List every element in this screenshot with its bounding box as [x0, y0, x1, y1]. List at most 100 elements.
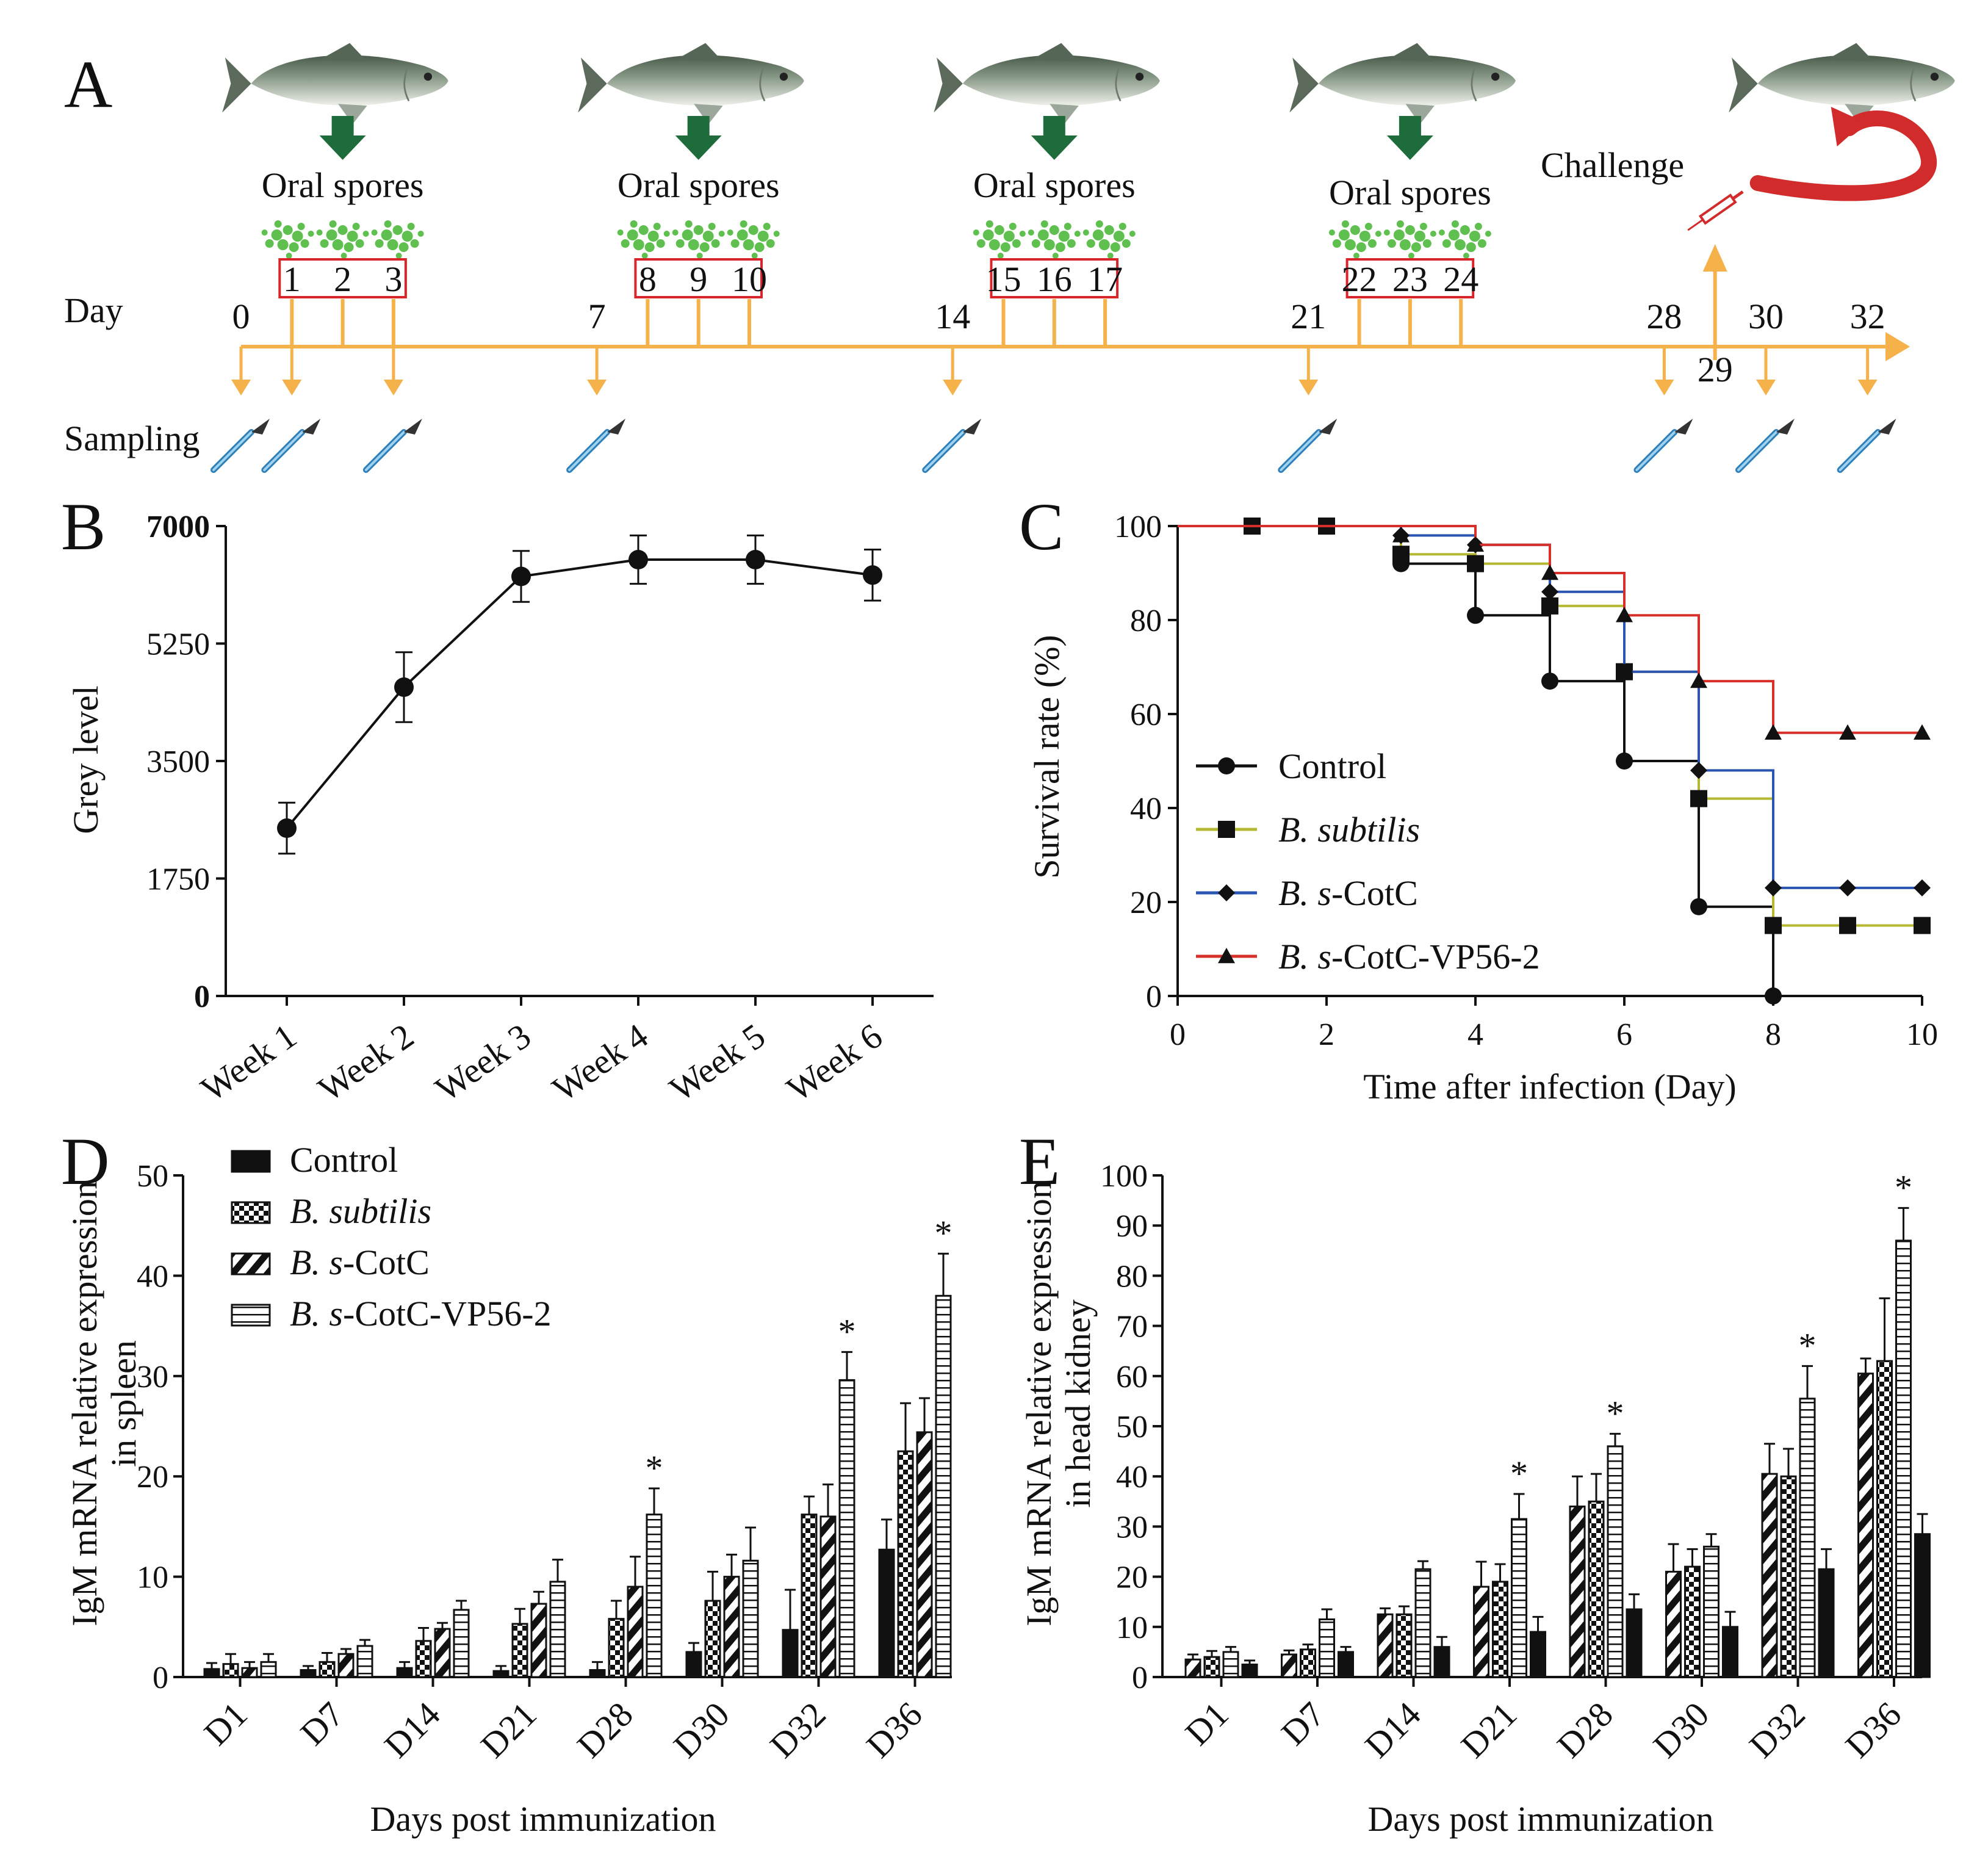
c-legend-marker — [1218, 757, 1235, 774]
e-y-tick-label: 30 — [1116, 1510, 1148, 1545]
oral-days-box — [278, 258, 407, 298]
b-data-point — [511, 566, 531, 586]
c-legend-label: B. subtilis — [1278, 810, 1420, 850]
e-bar — [1722, 1626, 1738, 1678]
e-bar — [1433, 1646, 1450, 1678]
swab-icon — [1281, 419, 1337, 470]
c-y-tick-label: 80 — [1130, 604, 1162, 638]
e-bar — [1703, 1545, 1720, 1678]
fish-icon — [1288, 42, 1517, 125]
c-series-marker — [1914, 724, 1931, 740]
sampling-arrowhead — [1298, 380, 1319, 395]
c-x-tick-label: 8 — [1765, 1017, 1781, 1052]
e-y-tick-label: 0 — [1132, 1661, 1148, 1695]
d-y-tick-label: 20 — [137, 1460, 168, 1495]
spore-icon — [1082, 220, 1136, 259]
grey-level-chart: Grey level 0 1750 3500 5250 7000 Week 1 Week 2… — [66, 510, 934, 1109]
e-bar — [1377, 1613, 1394, 1678]
e-x-tick-label: D32 — [1741, 1694, 1813, 1766]
d-bar — [549, 1581, 566, 1678]
c-series-line — [1178, 525, 1774, 996]
d-y-tick-label: 50 — [137, 1159, 168, 1194]
b-ylabel: Grey level — [66, 685, 106, 834]
d-bar — [916, 1431, 933, 1678]
panel-label-a: A — [64, 47, 112, 121]
oral-spores-label: Oral spores — [1329, 173, 1491, 212]
swab-icon — [214, 419, 270, 470]
e-bar — [1184, 1658, 1201, 1678]
e-xlabel: Days post immunization — [1367, 1799, 1713, 1839]
e-x-tick-label: D21 — [1453, 1694, 1525, 1766]
c-series-marker — [1616, 752, 1633, 770]
d-bar — [337, 1653, 355, 1678]
d-bar — [511, 1623, 528, 1678]
down-arrow-icon — [1386, 116, 1433, 160]
oral-days-box — [634, 258, 763, 298]
oral-day-number: 22 — [1342, 259, 1377, 299]
d-bar — [935, 1294, 952, 1678]
spore-icon — [617, 220, 670, 259]
c-x-tick-label: 0 — [1170, 1017, 1186, 1052]
d-x-tick-label: D21 — [473, 1694, 544, 1766]
b-data-point — [628, 550, 648, 569]
sampling-label: Sampling — [64, 419, 200, 458]
swab-icon — [1738, 419, 1795, 470]
c-y-tick-label: 100 — [1114, 510, 1162, 544]
d-bar — [646, 1513, 663, 1678]
c-series-marker — [1616, 663, 1633, 680]
sampling-arrowhead — [943, 380, 963, 395]
d-legend-swatch — [231, 1201, 271, 1224]
e-bar — [1684, 1565, 1701, 1678]
d-bar — [782, 1629, 799, 1678]
oral-day-number: 2 — [334, 259, 351, 299]
e-significance-mark: * — [1799, 1326, 1817, 1365]
sampling-arrowhead — [1654, 380, 1674, 395]
b-y-tick-label: 3500 — [146, 745, 210, 779]
day-number: 32 — [1850, 297, 1885, 336]
panel-label-d: D — [61, 1124, 109, 1199]
e-y-tick-label: 60 — [1116, 1360, 1148, 1394]
d-y-tick-label: 0 — [153, 1661, 168, 1695]
head-kidney-igm-chart: IgM mRNA relative expression in head kid… — [1019, 1159, 1931, 1839]
d-y-tick-label: 10 — [137, 1560, 168, 1595]
c-series-marker — [1467, 555, 1484, 572]
d-bar — [723, 1576, 740, 1678]
sampling-arrowhead — [1857, 380, 1878, 395]
d-xlabel: Days post immunization — [370, 1799, 716, 1839]
b-y-tick-label: 5250 — [146, 627, 210, 662]
spore-icon — [727, 220, 780, 259]
d-bar — [492, 1670, 510, 1678]
b-x-tick-label: Week 4 — [546, 1016, 655, 1109]
c-y-tick-label: 60 — [1130, 698, 1162, 732]
day-number: 0 — [232, 297, 250, 336]
oral-spores-label: Oral spores — [618, 165, 780, 205]
e-x-tick-label: D1 — [1178, 1694, 1236, 1753]
d-significance-mark: * — [838, 1311, 856, 1351]
e-bar — [1241, 1663, 1258, 1678]
day-number: 28 — [1646, 297, 1682, 336]
e-y-tick-label: 90 — [1116, 1209, 1148, 1244]
down-arrow-icon — [319, 116, 366, 160]
challenge-arrowhead-icon — [1831, 107, 1865, 146]
b-y-tick-label: 0 — [194, 979, 210, 1014]
d-x-tick-label: D32 — [762, 1694, 834, 1766]
d-bar — [434, 1628, 451, 1678]
c-series-marker — [1914, 879, 1931, 897]
spore-icon — [1328, 220, 1381, 259]
c-series-marker — [1839, 917, 1856, 934]
b-y-tick-label: 7000 — [146, 510, 210, 544]
e-bar — [1319, 1618, 1335, 1678]
e-bar — [1914, 1533, 1931, 1678]
c-series-marker — [1914, 917, 1931, 934]
fish-icon — [221, 42, 450, 125]
c-series-marker — [1541, 565, 1558, 580]
e-bar — [1876, 1360, 1893, 1678]
sampling-arrowhead — [231, 380, 251, 395]
d-bar — [241, 1667, 258, 1678]
e-bar — [1395, 1613, 1413, 1678]
day-number: 7 — [588, 297, 606, 336]
b-x-tick-label: Week 5 — [663, 1016, 772, 1109]
e-bar — [1222, 1651, 1239, 1678]
spore-icon — [371, 220, 424, 259]
